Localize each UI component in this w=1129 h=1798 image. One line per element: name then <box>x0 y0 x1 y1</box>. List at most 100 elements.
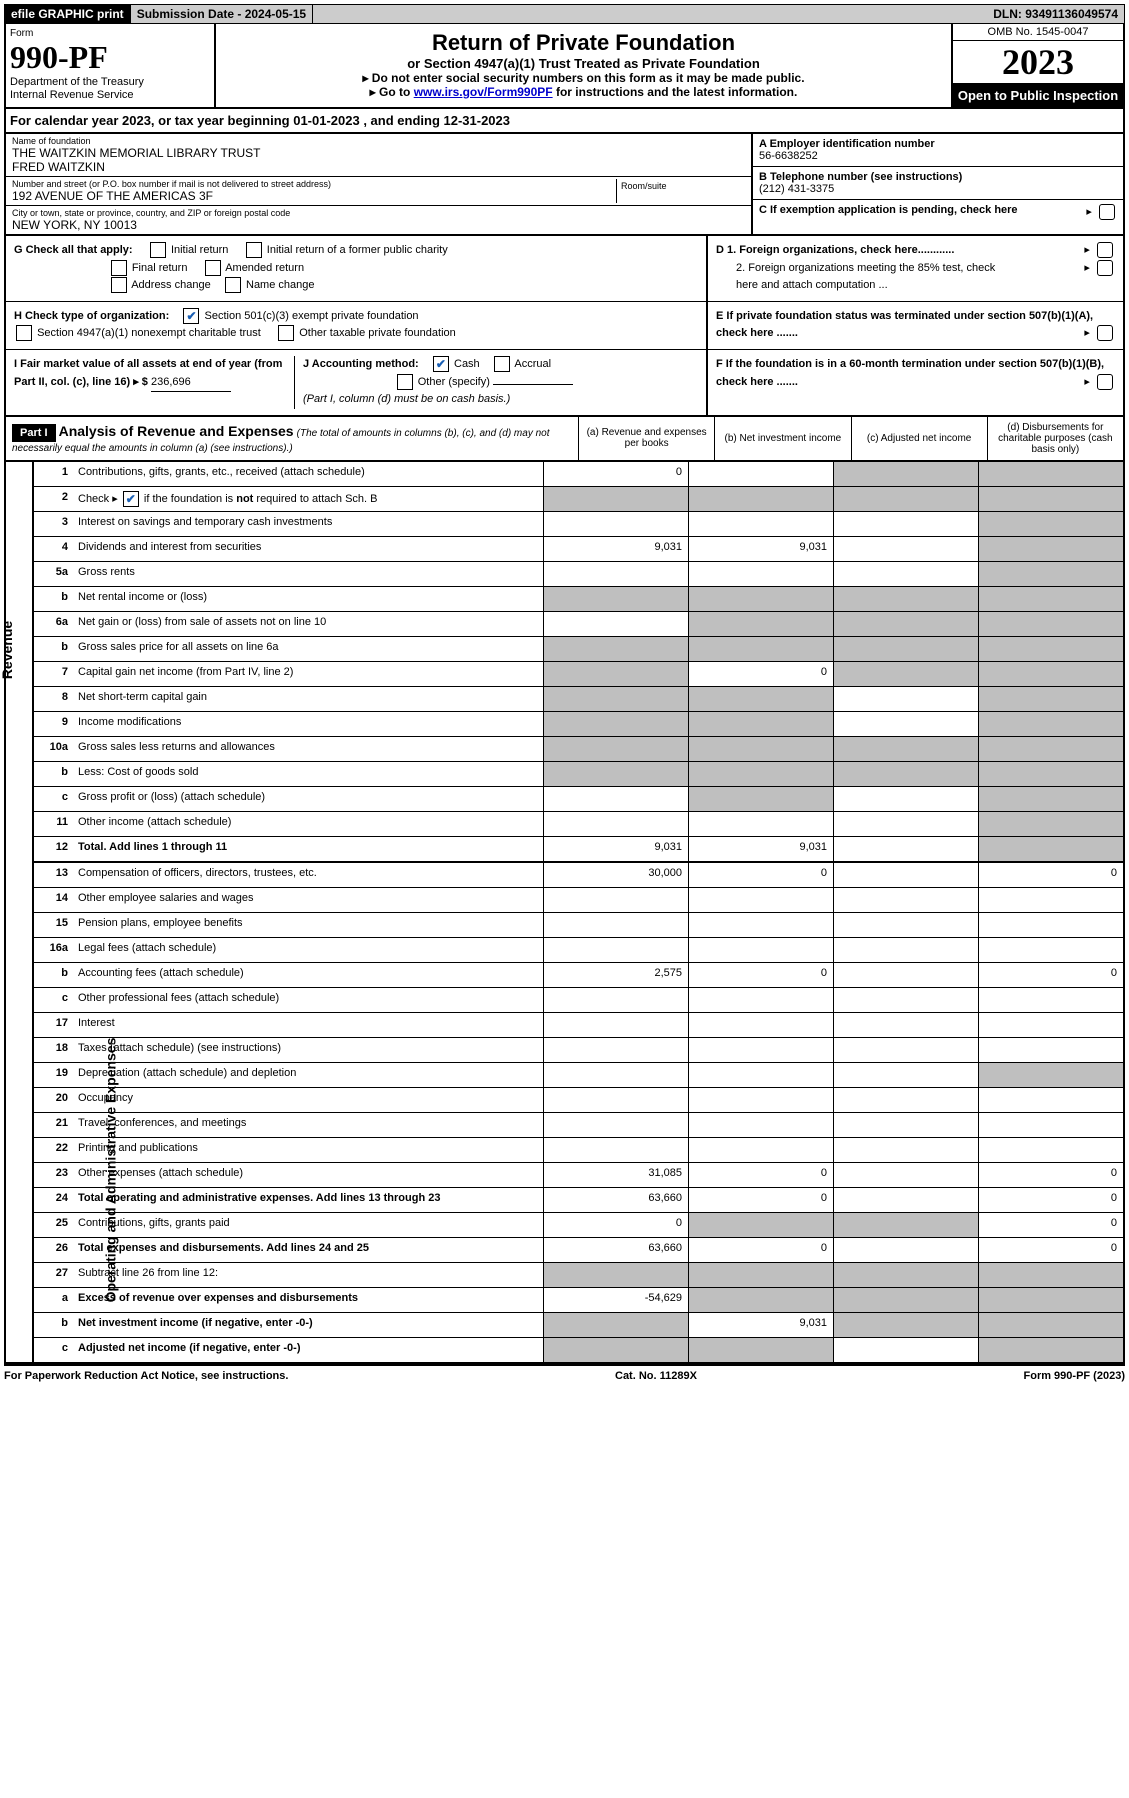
check-initial-return[interactable] <box>150 242 166 258</box>
header-right: OMB No. 1545-0047 2023 Open to Public In… <box>951 24 1123 107</box>
value-cell-c <box>833 587 978 611</box>
line-description: Less: Cost of goods sold <box>72 762 543 786</box>
value-cell-d <box>978 662 1123 686</box>
value-cell-d <box>978 537 1123 561</box>
line-number: 6a <box>34 612 72 636</box>
value-cell-a: 31,085 <box>543 1163 688 1187</box>
value-cell-d: 0 <box>978 963 1123 987</box>
check-C[interactable] <box>1099 204 1115 220</box>
form990pf-link[interactable]: www.irs.gov/Form990PF <box>414 85 553 99</box>
value-cell-c <box>833 1013 978 1037</box>
value-cell-d <box>978 1288 1123 1312</box>
check-501c3[interactable]: ✔ <box>183 308 199 324</box>
check-4947[interactable] <box>16 325 32 341</box>
value-cell-a <box>543 612 688 636</box>
table-row: cGross profit or (loss) (attach schedule… <box>34 787 1123 812</box>
line-description: Capital gain net income (from Part IV, l… <box>72 662 543 686</box>
check-D1[interactable] <box>1097 242 1113 258</box>
tax-year: 2023 <box>953 41 1123 84</box>
value-cell-d: 0 <box>978 1163 1123 1187</box>
value-cell-d <box>978 1138 1123 1162</box>
table-row: bNet rental income or (loss) <box>34 587 1123 612</box>
G-label: G Check all that apply: <box>14 244 133 256</box>
value-cell-c <box>833 1038 978 1062</box>
value-cell-b <box>688 888 833 912</box>
table-row: 5aGross rents <box>34 562 1123 587</box>
F-row: F If the foundation is in a 60-month ter… <box>708 350 1123 397</box>
line-number: 20 <box>34 1088 72 1112</box>
exemption-cell: C If exemption application is pending, c… <box>753 200 1123 220</box>
line-description: Travel, conferences, and meetings <box>72 1113 543 1137</box>
line-number: 1 <box>34 462 72 486</box>
value-cell-b <box>688 1213 833 1237</box>
table-row: bNet investment income (if negative, ent… <box>34 1313 1123 1338</box>
value-cell-a: 9,031 <box>543 837 688 861</box>
value-cell-c <box>833 1263 978 1287</box>
table-row: bLess: Cost of goods sold <box>34 762 1123 787</box>
arrow-icon <box>1084 327 1092 339</box>
value-cell-a <box>543 587 688 611</box>
top-bar: efile GRAPHIC print Submission Date - 20… <box>4 4 1125 24</box>
D-row: D 1. Foreign organizations, check here..… <box>708 236 1123 302</box>
table-row: 14Other employee salaries and wages <box>34 888 1123 913</box>
check-cash[interactable]: ✔ <box>433 356 449 372</box>
value-cell-a: 30,000 <box>543 863 688 887</box>
check-other-taxable[interactable] <box>278 325 294 341</box>
check-D2[interactable] <box>1097 260 1113 276</box>
line-description: Check ▸ ✔ if the foundation is not requi… <box>72 487 543 511</box>
table-row: 1Contributions, gifts, grants, etc., rec… <box>34 462 1123 487</box>
check-final-return[interactable] <box>111 260 127 276</box>
table-row: 18Taxes (attach schedule) (see instructi… <box>34 1038 1123 1063</box>
line-number: b <box>34 637 72 661</box>
check-accrual[interactable] <box>494 356 510 372</box>
table-row: 25Contributions, gifts, grants paid00 <box>34 1213 1123 1238</box>
value-cell-a: -54,629 <box>543 1288 688 1312</box>
value-cell-d <box>978 837 1123 861</box>
check-amended[interactable] <box>205 260 221 276</box>
value-cell-c <box>833 888 978 912</box>
value-cell-c <box>833 1313 978 1337</box>
value-cell-c <box>833 1338 978 1362</box>
value-cell-b <box>688 1088 833 1112</box>
check-initial-public[interactable] <box>246 242 262 258</box>
value-cell-c <box>833 787 978 811</box>
H-row: H Check type of organization: ✔ Section … <box>6 302 706 350</box>
line-number: 18 <box>34 1038 72 1062</box>
value-cell-b <box>688 1138 833 1162</box>
line-description: Contributions, gifts, grants, etc., rece… <box>72 462 543 486</box>
value-cell-a <box>543 762 688 786</box>
value-cell-c <box>833 637 978 661</box>
check-E[interactable] <box>1097 325 1113 341</box>
phone-value: (212) 431-3375 <box>759 183 1117 195</box>
opt-addr-change: Address change <box>131 279 211 291</box>
value-cell-d <box>978 712 1123 736</box>
opt-initial-return: Initial return <box>171 244 228 256</box>
line-description: Total expenses and disbursements. Add li… <box>72 1238 543 1262</box>
efile-graphic-print[interactable]: efile GRAPHIC print <box>5 5 131 23</box>
line-description: Adjusted net income (if negative, enter … <box>72 1338 543 1362</box>
value-cell-a <box>543 812 688 836</box>
table-row: 16aLegal fees (attach schedule) <box>34 938 1123 963</box>
line-number: 23 <box>34 1163 72 1187</box>
value-cell-c <box>833 938 978 962</box>
form-label: Form <box>10 28 210 39</box>
table-row: 26Total expenses and disbursements. Add … <box>34 1238 1123 1263</box>
value-cell-d <box>978 1063 1123 1087</box>
line-number: b <box>34 963 72 987</box>
line-number: 24 <box>34 1188 72 1212</box>
value-cell-a <box>543 988 688 1012</box>
value-cell-a <box>543 913 688 937</box>
value-cell-a <box>543 1088 688 1112</box>
check-F[interactable] <box>1097 374 1113 390</box>
value-cell-b <box>688 762 833 786</box>
table-row: 12Total. Add lines 1 through 119,0319,03… <box>34 837 1123 863</box>
check-name-change[interactable] <box>225 277 241 293</box>
value-cell-b <box>688 1038 833 1062</box>
value-cell-b <box>688 1063 833 1087</box>
check-other-acct[interactable] <box>397 374 413 390</box>
check-addr-change[interactable] <box>111 277 127 293</box>
value-cell-c <box>833 562 978 586</box>
checks-block: G Check all that apply: Initial return I… <box>4 236 1125 417</box>
value-cell-d <box>978 612 1123 636</box>
opt-501c3: Section 501(c)(3) exempt private foundat… <box>205 310 419 322</box>
